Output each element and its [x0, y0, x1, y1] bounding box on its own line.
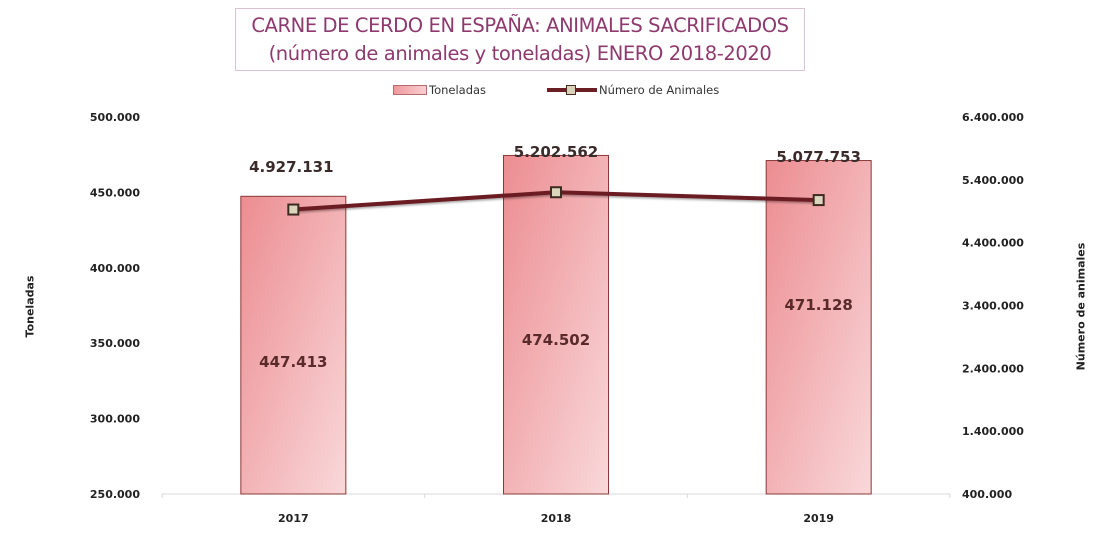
y-left-tick-label: 450.000 — [90, 186, 140, 199]
bar-toneladas — [765, 160, 872, 495]
y-left-tick-label: 400.000 — [90, 262, 140, 275]
chart-title-line-2: (número de animales y toneladas) ENERO 2… — [268, 42, 772, 65]
line-marker — [812, 194, 825, 207]
bar-data-label: 447.413 — [259, 353, 327, 371]
y-right-tick-label: 5.400.000 — [962, 174, 1024, 187]
legend-label-animales: Número de Animales — [599, 83, 720, 97]
legend: Toneladas Número de Animales — [0, 80, 1097, 100]
legend-item-animales: Número de Animales — [547, 80, 719, 100]
y-right-tick-label: 4.400.000 — [962, 237, 1024, 250]
y-right-tick-label: 2.400.000 — [962, 362, 1024, 375]
legend-swatch-line — [547, 85, 597, 95]
line-data-label: 5.202.562 — [514, 143, 598, 161]
line-marker — [287, 203, 300, 216]
bar-data-label: 471.128 — [785, 296, 853, 314]
chart-title-line-1: CARNE DE CERDO EN ESPAÑA: ANIMALES SACRI… — [251, 14, 789, 37]
y-left-tick-label: 500.000 — [90, 111, 140, 124]
y-right-tick-label: 400.000 — [962, 488, 1012, 501]
y-right-tick-label: 3.400.000 — [962, 300, 1024, 313]
y-right-tick-label: 1.400.000 — [962, 425, 1024, 438]
y-left-tick-label: 300.000 — [90, 413, 140, 426]
x-tick-label: 2019 — [803, 512, 834, 525]
bar-toneladas — [240, 195, 347, 495]
x-tick-label: 2018 — [541, 512, 572, 525]
chart-title: CARNE DE CERDO EN ESPAÑA: ANIMALES SACRI… — [235, 8, 805, 71]
y-left-tick-label: 350.000 — [90, 337, 140, 350]
line-data-label: 4.927.131 — [249, 158, 333, 176]
legend-label-toneladas: Toneladas — [429, 83, 487, 97]
legend-item-toneladas: Toneladas — [393, 80, 486, 100]
y-right-tick-label: 6.400.000 — [962, 111, 1024, 124]
legend-swatch-bar — [393, 85, 427, 95]
x-tick-label: 2017 — [278, 512, 309, 525]
line-data-label: 5.077.753 — [776, 148, 860, 166]
y-left-tick-label: 250.000 — [90, 488, 140, 501]
bar-data-label: 474.502 — [522, 331, 590, 349]
bar-toneladas — [503, 154, 609, 495]
line-marker — [550, 186, 562, 199]
